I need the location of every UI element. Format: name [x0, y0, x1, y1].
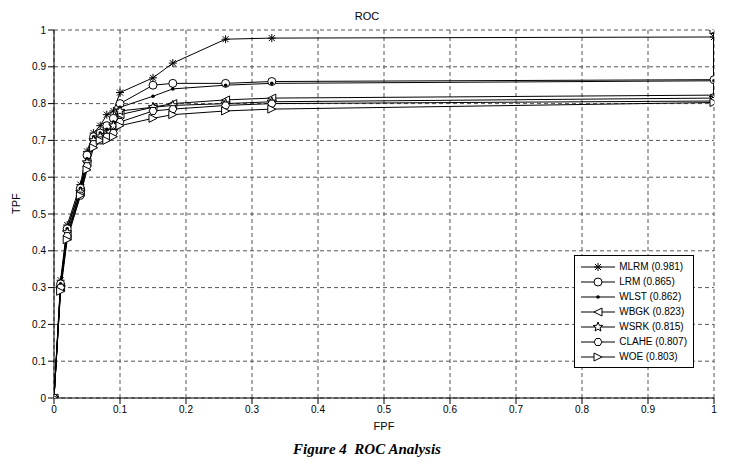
svg-text:1: 1 — [40, 25, 46, 36]
svg-text:0: 0 — [40, 393, 46, 404]
svg-text:0.8: 0.8 — [575, 404, 589, 415]
html-text:WSRK (0.815): WSRK (0.815) — [619, 321, 684, 332]
svg-text:0.1: 0.1 — [113, 404, 127, 415]
svg-text:0.6: 0.6 — [443, 404, 457, 415]
svg-text:0.5: 0.5 — [32, 209, 46, 220]
svg-text:0.8: 0.8 — [32, 98, 46, 109]
svg-text:0.7: 0.7 — [32, 135, 46, 146]
svg-text:0.3: 0.3 — [245, 404, 259, 415]
html-text:MLRM (0.981): MLRM (0.981) — [619, 261, 684, 272]
svg-text:FPF: FPF — [374, 420, 395, 432]
svg-text:0: 0 — [51, 404, 57, 415]
svg-text:0.5: 0.5 — [377, 404, 391, 415]
html-text:LRM (0.865): LRM (0.865) — [619, 276, 675, 287]
html-text:Figure 4 ROC Analysis: Figure 4 ROC Analysis — [293, 441, 441, 457]
svg-text:0.2: 0.2 — [32, 319, 46, 330]
html-text:WBGK (0.823): WBGK (0.823) — [619, 306, 685, 317]
svg-text:0.3: 0.3 — [32, 282, 46, 293]
svg-text:TPF: TPF — [10, 193, 22, 214]
svg-text:1: 1 — [711, 404, 717, 415]
html-text:CLAHE (0.807): CLAHE (0.807) — [619, 336, 687, 347]
svg-text:0.9: 0.9 — [32, 61, 46, 72]
html-text:ROC: ROC — [354, 10, 380, 22]
svg-text:0.6: 0.6 — [32, 172, 46, 183]
html-text:WLST (0.862): WLST (0.862) — [619, 291, 682, 302]
svg-text:0.4: 0.4 — [32, 245, 46, 256]
svg-text:0.9: 0.9 — [641, 404, 655, 415]
svg-text:0.7: 0.7 — [509, 404, 523, 415]
svg-text:0.2: 0.2 — [179, 404, 193, 415]
svg-text:0.1: 0.1 — [32, 356, 46, 367]
svg-text:0.4: 0.4 — [311, 404, 325, 415]
html-text:WOE (0.803): WOE (0.803) — [619, 351, 678, 362]
